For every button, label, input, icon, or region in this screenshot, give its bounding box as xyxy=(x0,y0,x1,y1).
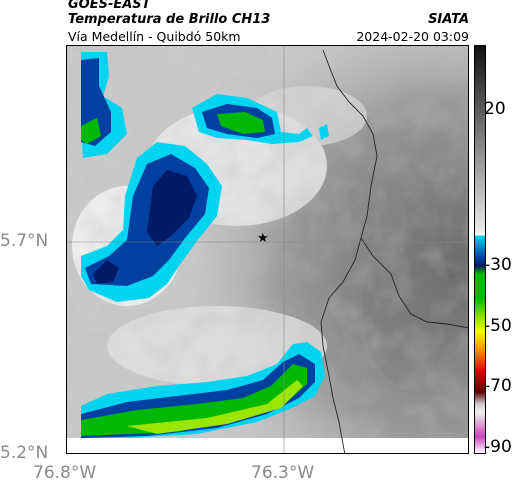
location-marker-icon: ★ xyxy=(257,231,269,246)
satellite-title: GOES-EAST xyxy=(68,0,151,12)
colorbar-tick-minus50: -50 xyxy=(484,316,512,336)
organization-label: SIATA xyxy=(428,12,469,27)
region-label: Vía Medellín - Quibdó 50km xyxy=(68,29,241,44)
lon-tick-76.3: 76.3°W xyxy=(251,463,315,483)
satellite-map: ★ xyxy=(66,45,469,454)
brightness-temperature-image xyxy=(67,46,468,453)
lat-tick-5.2: 5.2°N xyxy=(0,443,49,463)
colorbar-tick-minus30: -30 xyxy=(484,255,512,275)
temperature-colorbar xyxy=(474,45,486,454)
colorbar-tick-minus90: -90 xyxy=(484,437,512,457)
lat-tick-5.7: 5.7°N xyxy=(0,231,49,251)
product-title: Temperatura de Brillo CH13 xyxy=(68,12,271,27)
colorbar-tick-minus70: -70 xyxy=(484,376,512,396)
datetime-label: 2024-02-20 03:09 xyxy=(356,29,469,44)
lon-tick-76.8: 76.8°W xyxy=(33,463,97,483)
colorbar-tick-20: 20 xyxy=(484,99,506,119)
